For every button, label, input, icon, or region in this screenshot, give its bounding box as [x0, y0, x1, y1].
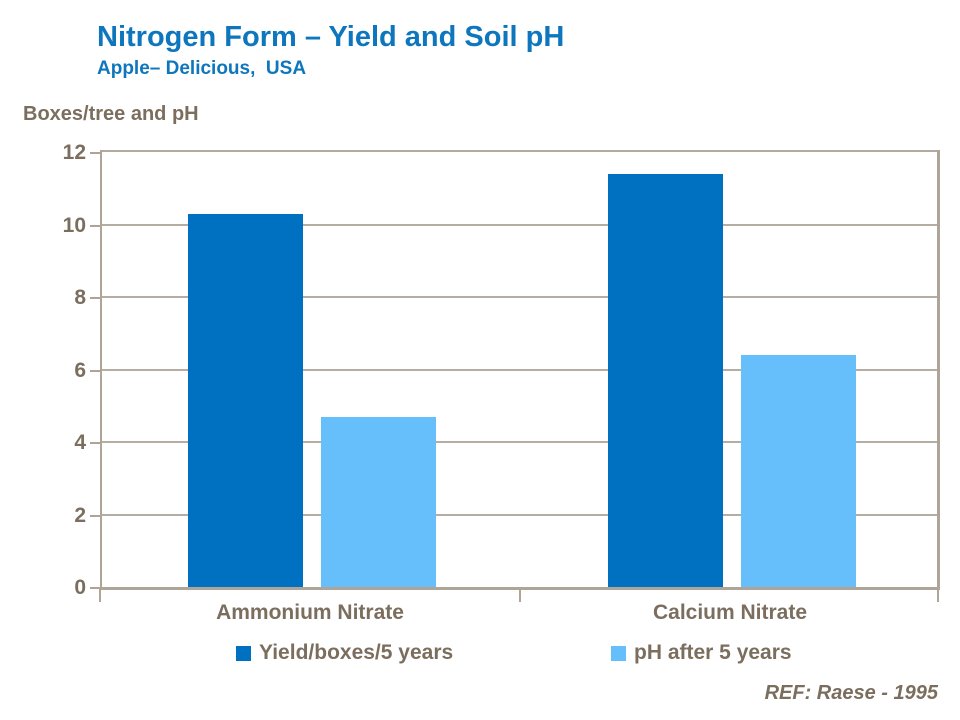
y-tick-mark-6 [90, 369, 100, 372]
chart-subtitle: Apple– Delicious, USA [97, 58, 307, 79]
x-tick-mark-2 [937, 588, 939, 602]
y-tick-mark-0 [90, 587, 100, 589]
y-tick-label-2: 2 [74, 503, 86, 527]
y-tick-label-4: 4 [74, 431, 86, 454]
gridline-4 [102, 441, 937, 443]
gridline-8 [102, 296, 937, 298]
y-tick-label-6: 6 [74, 358, 86, 382]
legend-item-yield: Yield/boxes/5 years [236, 641, 453, 665]
category-label-ammonium-nitrate: Ammonium Nitrate [216, 601, 404, 624]
y-tick-label-10: 10 [62, 213, 86, 237]
legend-swatch-icon [611, 645, 626, 661]
y-tick-mark-4 [90, 442, 100, 444]
legend-item-ph: pH after 5 years [611, 641, 792, 665]
bar-yield-ammonium-nitrate [188, 213, 303, 587]
y-tick-label-12: 12 [62, 141, 86, 164]
y-tick-mark-10 [90, 224, 100, 227]
y-tick-mark-12 [90, 152, 100, 154]
gridline-10 [102, 223, 937, 226]
category-label-calcium-nitrate: Calcium Nitrate [652, 601, 808, 624]
legend-label: Yield/boxes/5 years [259, 641, 454, 664]
bar-ph-after-5-years-calcium-nitrate [741, 355, 856, 587]
y-tick-mark-2 [90, 514, 100, 517]
x-tick-mark-0 [99, 588, 101, 602]
reference-note: REF: Raese - 1995 [764, 682, 938, 704]
gridline-2 [102, 513, 937, 516]
y-tick-label-0: 0 [74, 576, 86, 599]
y-axis-title: Boxes/tree and pH [23, 103, 199, 125]
bar-ph-after-5-years-ammonium-nitrate [321, 416, 436, 587]
bar-yield-calcium-nitrate [608, 173, 723, 587]
gridline-6 [102, 368, 937, 371]
plot-area [100, 150, 940, 590]
legend-label: pH after 5 years [634, 641, 792, 664]
legend-swatch-icon [236, 645, 251, 661]
x-tick-mark-1 [518, 588, 521, 602]
y-tick-label-8: 8 [74, 286, 86, 309]
y-tick-mark-8 [90, 297, 100, 299]
chart-title: Nitrogen Form – Yield and Soil pH [97, 21, 565, 53]
